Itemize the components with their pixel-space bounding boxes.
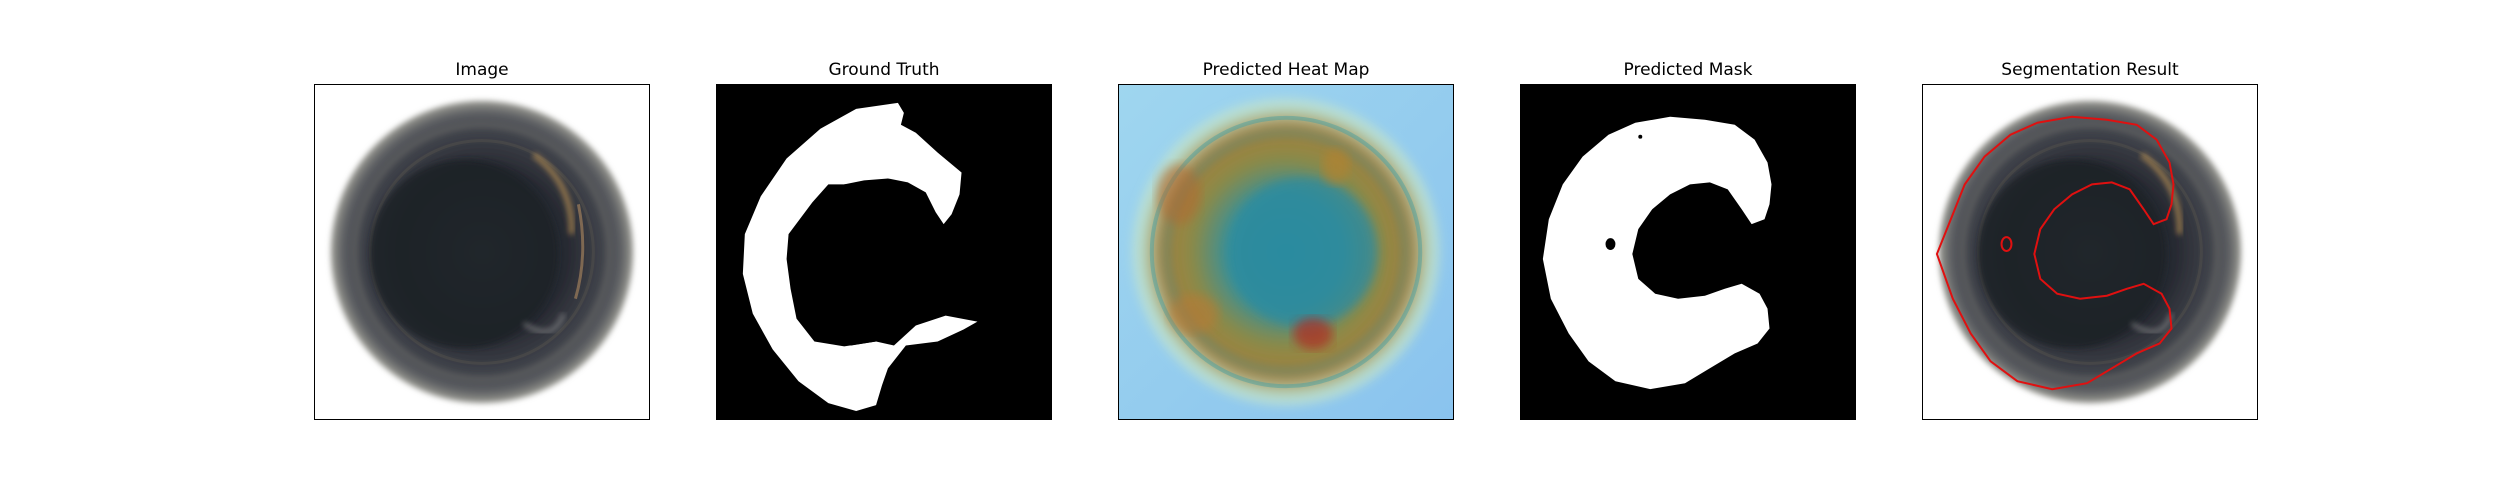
ground-truth-mask	[717, 85, 1051, 419]
panel-image	[314, 84, 650, 420]
panel-title-image: Image	[455, 60, 509, 80]
segmentation-result	[1923, 85, 2257, 419]
segmentation-contour-outer	[1935, 115, 2175, 391]
panel-title-heat-map: Predicted Heat Map	[1202, 60, 1370, 80]
panel-ground-truth	[716, 84, 1052, 420]
endoscope-image	[315, 85, 649, 419]
panel-title-segmentation-result: Segmentation Result	[2001, 60, 2179, 80]
panel-predicted-mask	[1520, 84, 1856, 420]
predicted-heat-map	[1119, 85, 1453, 419]
panel-title-ground-truth: Ground Truth	[828, 60, 940, 80]
panel-segmentation-result	[1922, 84, 2258, 420]
predicted-mask	[1521, 85, 1855, 419]
segmentation-contour-hole	[2000, 236, 2013, 252]
panel-title-predicted-mask: Predicted Mask	[1623, 60, 1753, 80]
panel-heat-map	[1118, 84, 1454, 420]
